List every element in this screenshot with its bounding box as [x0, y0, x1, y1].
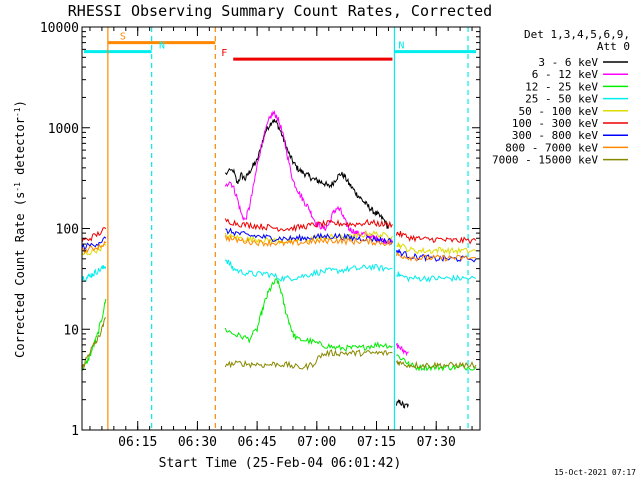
legend-header: Det 1,3,4,5,6,9,	[524, 28, 630, 41]
flag-label: N	[398, 41, 404, 52]
legend-header: Att 0	[597, 40, 630, 53]
legend-entry-label: 50 - 100 keV	[519, 105, 599, 118]
series-trace	[81, 317, 106, 370]
legend-entry-label: 100 - 300 keV	[512, 117, 598, 130]
series-trace	[395, 359, 477, 370]
legend-entry-label: 300 - 800 keV	[512, 129, 598, 142]
axis-ticks: 1 10 100 1000 10000 06:15 06:30 06:45 07:00 07:15…	[40, 21, 480, 450]
series-trace	[224, 218, 393, 233]
series-trace	[395, 230, 477, 245]
series-trace	[81, 236, 107, 251]
footer-timestamp: 15-Oct-2021 07:17	[554, 468, 636, 477]
flag-label: N	[159, 41, 165, 52]
y-axis-label: Corrected Count Rate (s-1 detector-1)	[13, 100, 28, 358]
series-trace	[81, 264, 107, 282]
legend-entry-label: 6 - 12 keV	[532, 68, 599, 81]
x-tick-label: 07:00	[297, 435, 336, 450]
series-trace	[224, 259, 393, 283]
flags-layer: S N N F	[83, 32, 477, 61]
y-axis-label-part: -1	[13, 182, 22, 192]
y-tick-label: 10	[63, 323, 79, 338]
flag-label: F	[221, 48, 227, 59]
series-trace	[224, 349, 393, 371]
y-axis-label-part: Corrected Count Rate (s	[13, 192, 27, 358]
series-trace	[224, 278, 393, 352]
legend-entry-label: 12 - 25 keV	[525, 80, 598, 93]
legend-entry-label: 3 - 6 keV	[538, 56, 598, 69]
series-trace	[395, 342, 409, 357]
series-trace	[224, 234, 393, 248]
x-tick-label: 06:15	[118, 435, 157, 450]
y-tick-label: 100	[56, 223, 79, 238]
y-axis-label-part: detector	[13, 117, 27, 182]
x-axis-label: Start Time (25-Feb-04 06:01:42)	[159, 456, 402, 471]
series-trace	[395, 252, 477, 262]
y-axis-label-part: -1	[13, 107, 22, 117]
series-trace	[395, 398, 409, 409]
series-trace	[224, 229, 393, 245]
y-tick-label: 10000	[40, 21, 79, 36]
y-tick-label: 1000	[48, 122, 79, 137]
x-tick-label: 07:30	[417, 435, 456, 450]
series-trace	[224, 109, 393, 245]
series-trace	[224, 118, 389, 229]
series-layer	[81, 109, 477, 409]
series-trace	[81, 298, 107, 371]
legend-entry-label: 7000 - 15000 keV	[492, 154, 598, 167]
vertical-markers	[107, 27, 469, 430]
y-axis-label-part: )	[13, 100, 27, 107]
legend-entry-label: 25 - 50 keV	[525, 93, 598, 106]
chart-title: RHESSI Observing Summary Count Rates, Co…	[68, 2, 492, 20]
legend-entry-label: 800 - 7000 keV	[505, 141, 598, 154]
x-tick-label: 06:45	[238, 435, 277, 450]
flag-label: S	[120, 32, 126, 43]
y-tick-label: 1	[71, 424, 79, 439]
series-trace	[396, 271, 477, 283]
x-tick-label: 07:15	[357, 435, 396, 450]
x-tick-label: 06:30	[178, 435, 217, 450]
series-trace	[81, 240, 107, 255]
series-trace	[396, 241, 477, 256]
